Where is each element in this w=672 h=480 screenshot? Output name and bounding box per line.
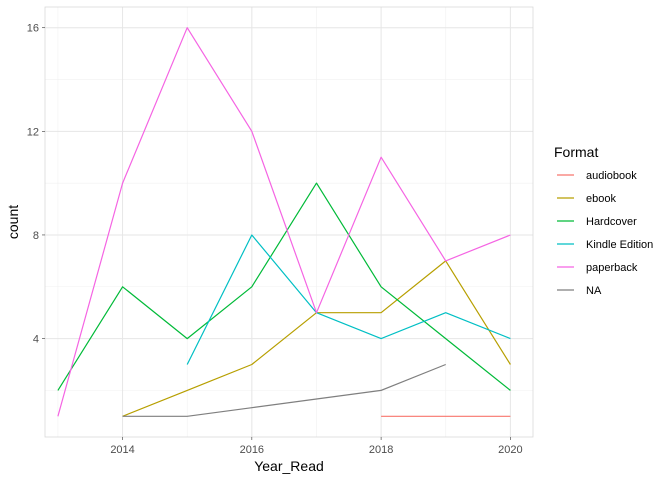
y-tick-label: 16 <box>27 23 39 35</box>
series-line-hardcover <box>57 182 511 391</box>
series-line-kindle-edition <box>186 234 511 365</box>
legend-label: audiobook <box>586 170 637 182</box>
series-layer <box>57 27 511 417</box>
x-tick-label: 2014 <box>110 444 134 456</box>
legend-label: ebook <box>586 193 616 205</box>
axes: 2014 2016 2018 2020 4 8 12 16 <box>27 23 523 456</box>
y-axis-title: count <box>5 205 21 239</box>
legend-label: Kindle Edition <box>586 239 653 251</box>
x-tick-label: 2020 <box>498 444 522 456</box>
plot-panel-border <box>44 6 534 438</box>
x-axis-title: Year_Read <box>254 458 324 474</box>
legend-label: Hardcover <box>586 216 637 228</box>
legend-label: NA <box>586 285 602 297</box>
series-line-na <box>122 363 446 417</box>
y-tick-label: 12 <box>27 126 39 138</box>
legend-label: paperback <box>586 262 638 274</box>
x-tick-label: 2016 <box>240 444 264 456</box>
y-tick-label: 8 <box>33 230 39 242</box>
legend-title: Format <box>554 144 598 160</box>
series-line-paperback <box>57 27 511 417</box>
y-tick-label: 4 <box>33 334 39 346</box>
x-tick-label: 2018 <box>369 444 393 456</box>
grid <box>45 7 533 437</box>
legend: Format audiobook ebook Hardcover Kindle Edi… <box>554 144 653 297</box>
